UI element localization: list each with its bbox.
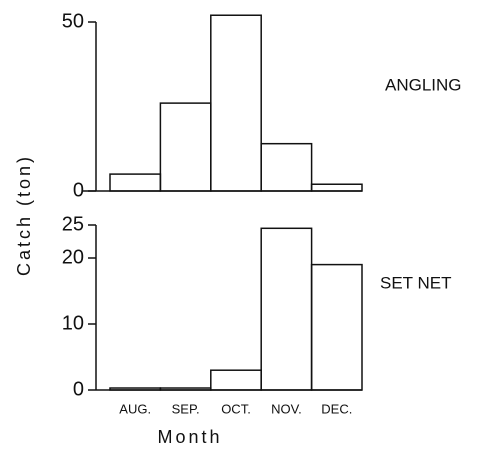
bar <box>310 263 363 391</box>
bar <box>210 14 262 192</box>
y-tick-label: 0 <box>73 378 84 400</box>
y-tick-label: 20 <box>62 246 84 268</box>
x-tick-label: OCT. <box>221 401 251 416</box>
bar <box>260 227 313 391</box>
y-tick-label: 10 <box>62 312 84 334</box>
x-tick-label: SEP. <box>172 401 200 416</box>
bar <box>310 183 363 192</box>
y-tick-label: 50 <box>62 10 84 32</box>
panel-label: SET NET <box>380 273 451 292</box>
bar <box>260 142 313 192</box>
bar <box>159 102 212 192</box>
y-axis-label: Catch (ton) <box>14 154 34 276</box>
bar <box>210 369 262 391</box>
x-tick-label: NOV. <box>271 401 302 416</box>
bar <box>109 387 162 391</box>
x-tick-label: DEC. <box>321 401 352 416</box>
y-tick-label: 0 <box>73 179 84 201</box>
bar <box>109 173 162 192</box>
x-axis-label: Month <box>157 427 222 447</box>
y-tick-label: 25 <box>62 213 84 235</box>
bar <box>159 387 212 391</box>
x-tick-label: AUG. <box>119 401 151 416</box>
panel-label: ANGLING <box>385 75 462 94</box>
